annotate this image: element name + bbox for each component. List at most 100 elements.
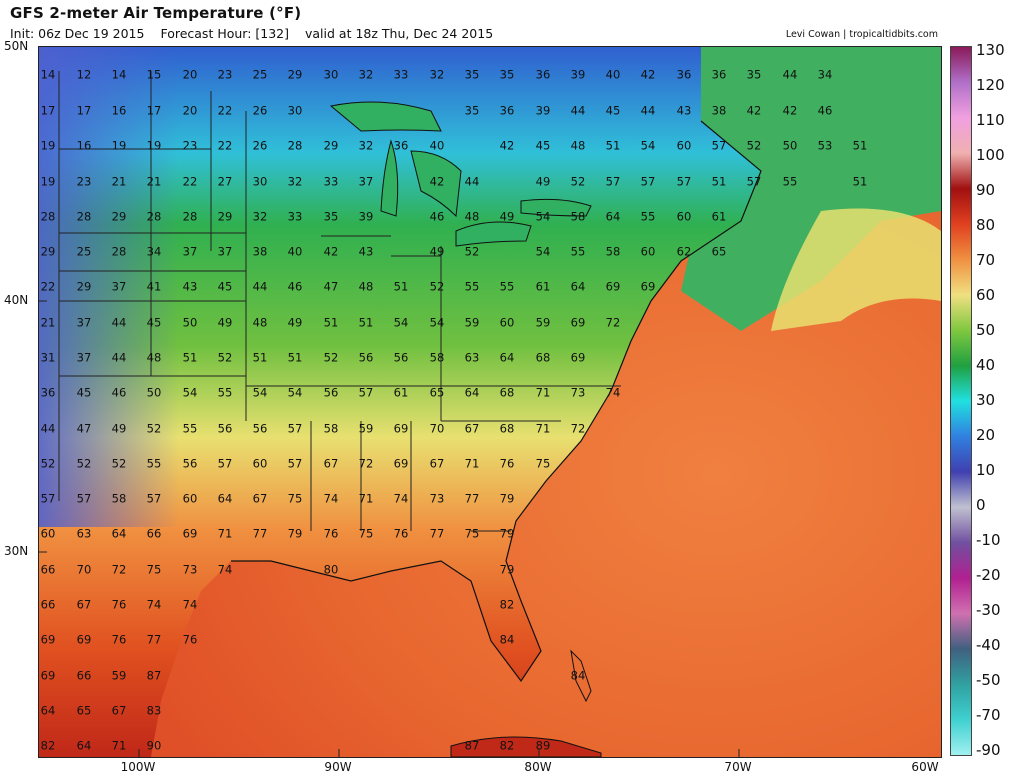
temp-value: 69 bbox=[606, 280, 621, 294]
temp-value: 67 bbox=[465, 422, 480, 436]
temp-value: 64 bbox=[571, 280, 586, 294]
temp-value: 83 bbox=[147, 704, 162, 718]
temp-value: 49 bbox=[430, 245, 445, 259]
temp-value: 14 bbox=[112, 68, 127, 82]
temp-value: 76 bbox=[500, 457, 515, 471]
temp-value: 58 bbox=[571, 210, 586, 224]
colorbar-label: -50 bbox=[976, 671, 1001, 689]
temp-value: 17 bbox=[41, 104, 56, 118]
temp-value: 33 bbox=[324, 175, 339, 189]
forecast-hour: Forecast Hour: [132] bbox=[160, 26, 290, 41]
temp-value: 45 bbox=[147, 316, 162, 330]
temp-value: 44 bbox=[41, 422, 56, 436]
temp-value: 57 bbox=[77, 492, 92, 506]
temp-value: 52 bbox=[147, 422, 162, 436]
temp-value: 52 bbox=[41, 457, 56, 471]
temp-value: 23 bbox=[77, 175, 92, 189]
graticule-ticks bbox=[39, 300, 740, 757]
temp-value: 64 bbox=[112, 527, 127, 541]
temp-value: 32 bbox=[288, 175, 303, 189]
temp-value: 38 bbox=[712, 104, 727, 118]
temp-value: 84 bbox=[500, 633, 515, 647]
temp-value: 68 bbox=[500, 422, 515, 436]
temp-value: 36 bbox=[677, 68, 692, 82]
temp-value: 64 bbox=[500, 351, 515, 365]
temp-value: 15 bbox=[147, 68, 162, 82]
temp-value: 59 bbox=[112, 669, 127, 683]
temp-value: 52 bbox=[218, 351, 233, 365]
temp-value: 42 bbox=[500, 139, 515, 153]
temp-value: 48 bbox=[571, 139, 586, 153]
temp-value: 57 bbox=[677, 175, 692, 189]
temp-value: 45 bbox=[77, 386, 92, 400]
colorbar-label: 120 bbox=[976, 76, 1005, 94]
temp-value: 52 bbox=[112, 457, 127, 471]
temp-value: 73 bbox=[571, 386, 586, 400]
temp-value: 28 bbox=[288, 139, 303, 153]
temp-value: 58 bbox=[430, 351, 445, 365]
temp-value: 64 bbox=[218, 492, 233, 506]
temp-value: 68 bbox=[500, 386, 515, 400]
temp-value: 17 bbox=[147, 104, 162, 118]
temp-value: 22 bbox=[41, 280, 56, 294]
temp-value: 87 bbox=[147, 669, 162, 683]
colorbar-label: 10 bbox=[976, 461, 996, 479]
temp-value: 48 bbox=[147, 351, 162, 365]
temp-value: 28 bbox=[41, 210, 56, 224]
temp-value: 59 bbox=[359, 422, 374, 436]
colorbar bbox=[950, 46, 972, 756]
temp-value: 82 bbox=[500, 598, 515, 612]
temp-value: 39 bbox=[536, 104, 551, 118]
temp-value: 29 bbox=[112, 210, 127, 224]
lon-label: 90W bbox=[324, 760, 352, 774]
temp-value: 44 bbox=[571, 104, 586, 118]
lat-label: 30N bbox=[4, 544, 29, 558]
temp-value: 21 bbox=[41, 316, 56, 330]
colorbar-label: -20 bbox=[976, 566, 1001, 584]
temp-value: 65 bbox=[430, 386, 445, 400]
colorbar-label: -40 bbox=[976, 636, 1001, 654]
temp-value: 71 bbox=[465, 457, 480, 471]
temp-value: 87 bbox=[465, 739, 480, 753]
temp-value: 32 bbox=[359, 68, 374, 82]
temp-value: 56 bbox=[218, 422, 233, 436]
temp-value: 40 bbox=[606, 68, 621, 82]
temp-value: 54 bbox=[288, 386, 303, 400]
temp-value: 69 bbox=[77, 633, 92, 647]
temp-value: 71 bbox=[218, 527, 233, 541]
temp-value: 61 bbox=[394, 386, 409, 400]
temp-value: 79 bbox=[500, 527, 515, 541]
temp-value: 79 bbox=[500, 563, 515, 577]
temp-value: 21 bbox=[112, 175, 127, 189]
temp-value: 67 bbox=[112, 704, 127, 718]
temp-value: 52 bbox=[77, 457, 92, 471]
temp-value: 33 bbox=[288, 210, 303, 224]
temp-value: 45 bbox=[218, 280, 233, 294]
temp-value: 44 bbox=[783, 68, 798, 82]
temp-value: 56 bbox=[359, 351, 374, 365]
temp-value: 60 bbox=[677, 139, 692, 153]
temp-value: 51 bbox=[394, 280, 409, 294]
temp-value: 47 bbox=[77, 422, 92, 436]
temp-value: 23 bbox=[183, 139, 198, 153]
cuba bbox=[450, 736, 602, 757]
temp-value: 37 bbox=[112, 280, 127, 294]
temp-value: 32 bbox=[430, 68, 445, 82]
temp-value: 50 bbox=[147, 386, 162, 400]
temp-value: 46 bbox=[430, 210, 445, 224]
temp-value: 57 bbox=[147, 492, 162, 506]
temp-value: 71 bbox=[112, 739, 127, 753]
temp-value: 20 bbox=[183, 68, 198, 82]
temp-value: 77 bbox=[147, 633, 162, 647]
temp-value: 19 bbox=[41, 139, 56, 153]
temp-value: 70 bbox=[77, 563, 92, 577]
temp-value: 14 bbox=[41, 68, 56, 82]
temp-value: 54 bbox=[536, 210, 551, 224]
temp-value: 65 bbox=[77, 704, 92, 718]
temp-value: 30 bbox=[253, 175, 268, 189]
temp-value: 36 bbox=[500, 104, 515, 118]
temp-value: 74 bbox=[183, 598, 198, 612]
temp-value: 37 bbox=[218, 245, 233, 259]
temp-value: 72 bbox=[606, 316, 621, 330]
temp-value: 33 bbox=[394, 68, 409, 82]
